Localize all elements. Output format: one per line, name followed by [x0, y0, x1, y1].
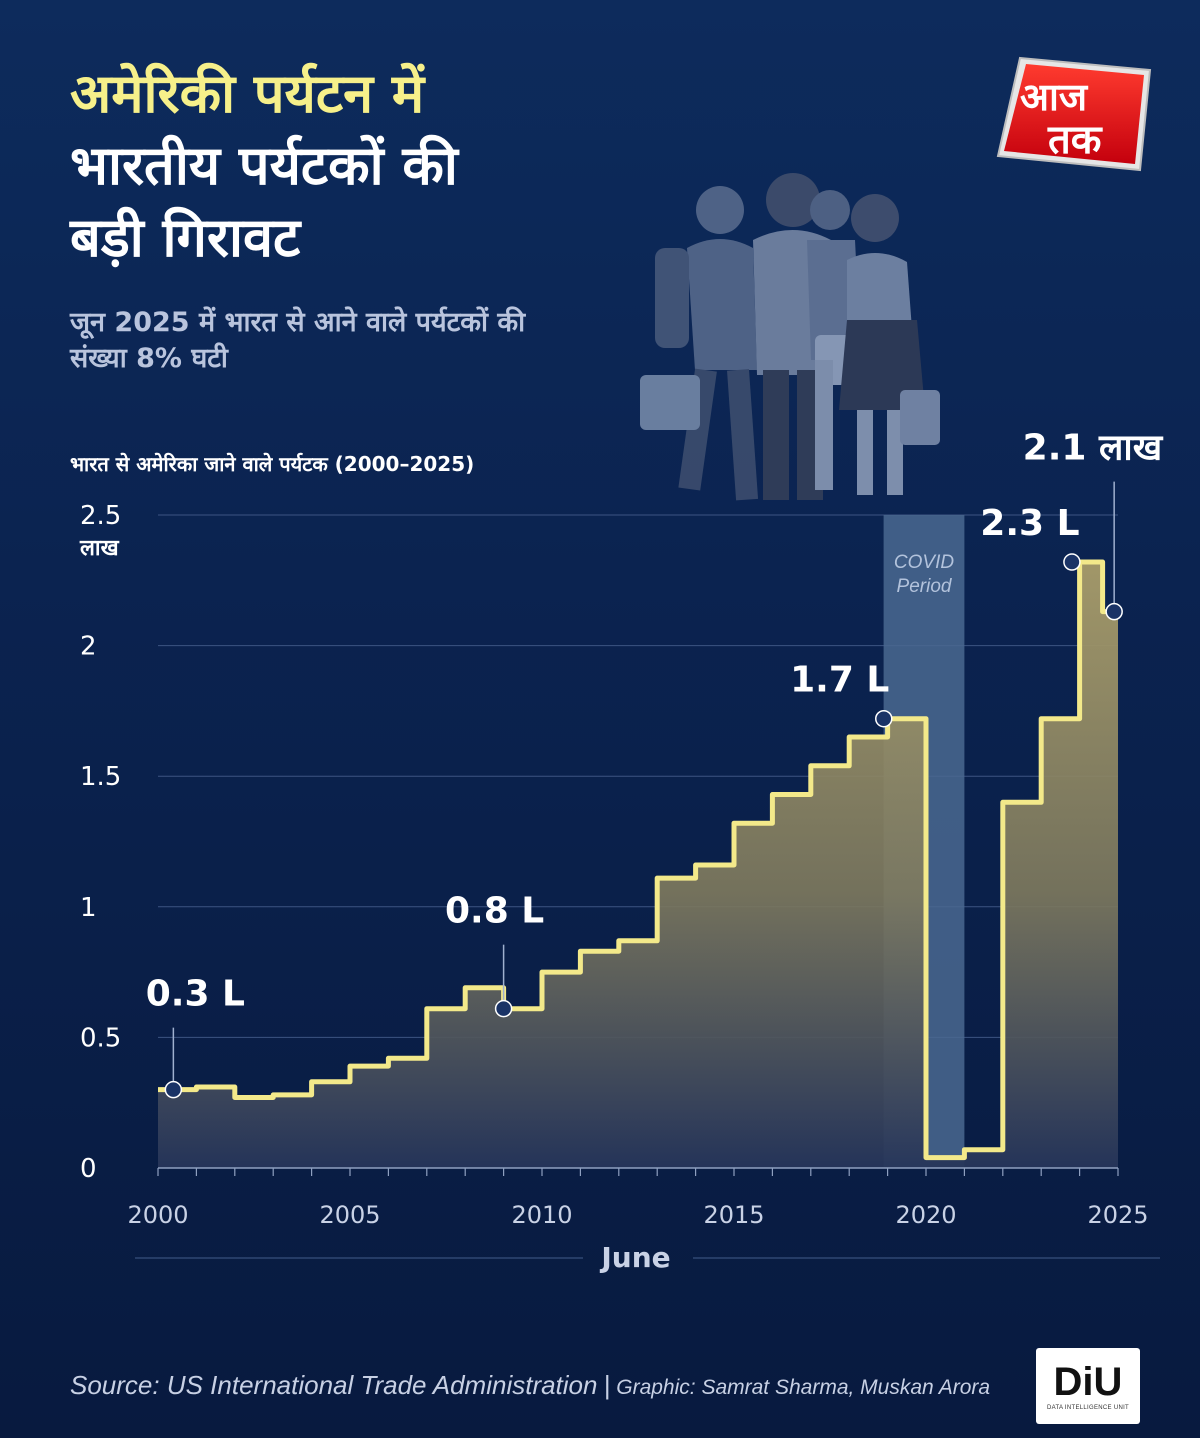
y-unit-label: लाख	[79, 536, 120, 561]
y-tick-label: 1.5	[80, 762, 121, 792]
annotations: 0.3 L 0.8 L 1.7 L 2.3 L 2.1 लाख	[146, 428, 1164, 1099]
x-tick-label: 2025	[1087, 1201, 1148, 1229]
footer: Source: US International Trade Administr…	[70, 1370, 990, 1401]
x-tick-label: 2015	[703, 1201, 764, 1229]
subtitle: जून 2025 में भारत से आने वाले पर्यटकों क…	[70, 307, 526, 374]
y-tick-label: 0.5	[80, 1023, 121, 1053]
aajtak-logo: आज तक	[996, 56, 1152, 172]
annotation-point	[875, 709, 893, 728]
chart-title: भारत से अमेरिका जाने वाले पर्यटक (2000–2…	[70, 452, 475, 476]
source-text: Source: US International Trade Administr…	[70, 1370, 598, 1400]
area-fill	[158, 562, 1118, 1168]
annotation-label: 0.3 L	[146, 974, 245, 1015]
annotation-point	[494, 999, 513, 1018]
annotation-label: 0.8 L	[445, 891, 544, 932]
graphic-credit: Graphic: Samrat Sharma, Muskan Arora	[616, 1376, 991, 1399]
diu-logo: DiU DATA INTELLIGENCE UNIT	[1036, 1348, 1140, 1424]
x-tick-label: 2010	[511, 1201, 572, 1229]
x-tick-label: 2005	[319, 1201, 380, 1229]
series-line	[158, 559, 1118, 1161]
annotation-label: 1.7 L	[790, 660, 889, 701]
footer-separator: |	[603, 1370, 611, 1400]
series-line-path	[158, 559, 1118, 1161]
title-line-2: भारतीय पर्यटकों की	[70, 134, 458, 197]
diu-tagline: DATA INTELLIGENCE UNIT	[1046, 1404, 1130, 1411]
annotation-label: 2.3 L	[980, 503, 1079, 544]
tick-labels: 0 0.5 1 1.5 2 2.5 लाख 2000 2005 2010 2015 2020 2025 J…	[79, 501, 1149, 1274]
y-tick-label: 2	[80, 632, 97, 662]
title-line-3: बड़ी गिरावट	[70, 206, 301, 269]
x-tick-label: 2020	[895, 1201, 956, 1229]
diu-logo-text: DiU	[1053, 1359, 1123, 1404]
students-illustration	[640, 173, 940, 501]
y-tick-label: 2.5	[80, 501, 121, 531]
logo-text-bottom: तक	[1047, 117, 1103, 163]
x-axis-label: June	[599, 1241, 670, 1274]
covid-band-label: Period	[897, 576, 953, 597]
title-line-1: अमेरिकी पर्यटन में	[70, 62, 425, 125]
area-fill-path	[158, 562, 1118, 1168]
x-tick-label: 2000	[127, 1201, 188, 1229]
page-title: अमेरिकी पर्यटन में भारतीय पर्यटकों की बड…	[70, 58, 630, 274]
logo-text-top: आज	[1020, 75, 1089, 119]
y-tick-label: 0	[80, 1154, 97, 1184]
y-tick-label: 1	[80, 893, 97, 923]
covid-band-label: COVID	[894, 552, 954, 573]
annotation-point	[1105, 602, 1123, 621]
annotation-label: 2.1 लाख	[1023, 428, 1164, 469]
annotation-point	[164, 1080, 183, 1099]
axes	[135, 1167, 1160, 1259]
annotation-point	[1063, 553, 1081, 571]
